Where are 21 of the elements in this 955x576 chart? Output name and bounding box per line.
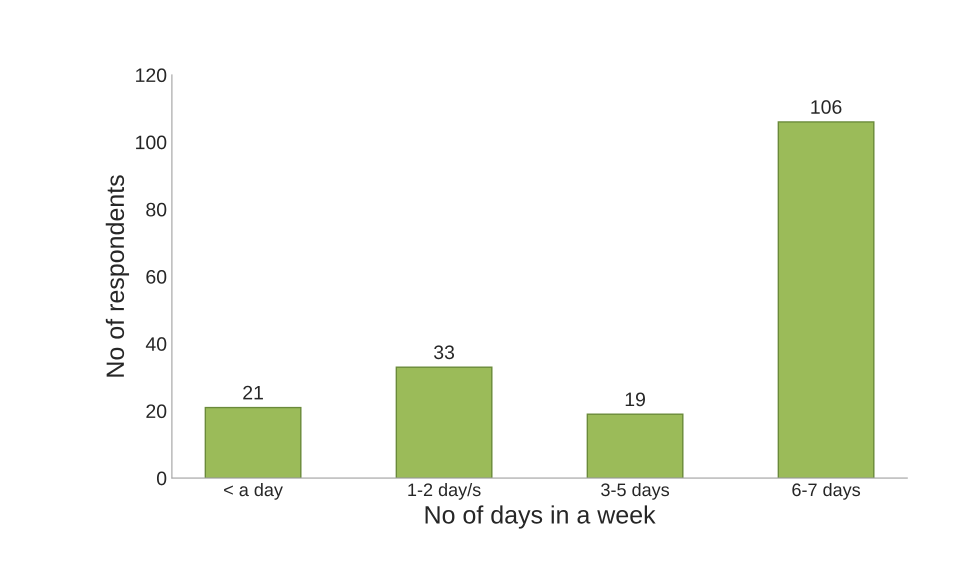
x-axis-title: No of days in a week	[426, 505, 656, 529]
y-tick-label: 60	[146, 270, 166, 284]
y-tick-label: 120	[136, 68, 166, 82]
bar	[586, 414, 684, 478]
y-tick-label: 20	[146, 404, 166, 418]
bar	[204, 406, 302, 478]
x-tick-label: 6-7 days	[792, 482, 860, 500]
y-tick-label: 100	[136, 136, 166, 150]
y-tick-label: 40	[146, 337, 166, 351]
y-axis-title: No of respondents	[106, 175, 130, 377]
data-label: 21	[243, 386, 263, 400]
x-tick-label: < a day	[224, 482, 283, 500]
bar	[396, 366, 493, 478]
x-tick-label: 1-2 day/s	[408, 482, 481, 500]
y-tick-label: 80	[146, 202, 166, 217]
y-tick-label: 0	[156, 472, 166, 486]
bar	[778, 121, 875, 478]
data-label: 106	[811, 100, 842, 114]
data-label: 19	[626, 392, 645, 406]
x-tick-label: 3-5 days	[601, 482, 670, 500]
data-label: 33	[434, 345, 454, 360]
